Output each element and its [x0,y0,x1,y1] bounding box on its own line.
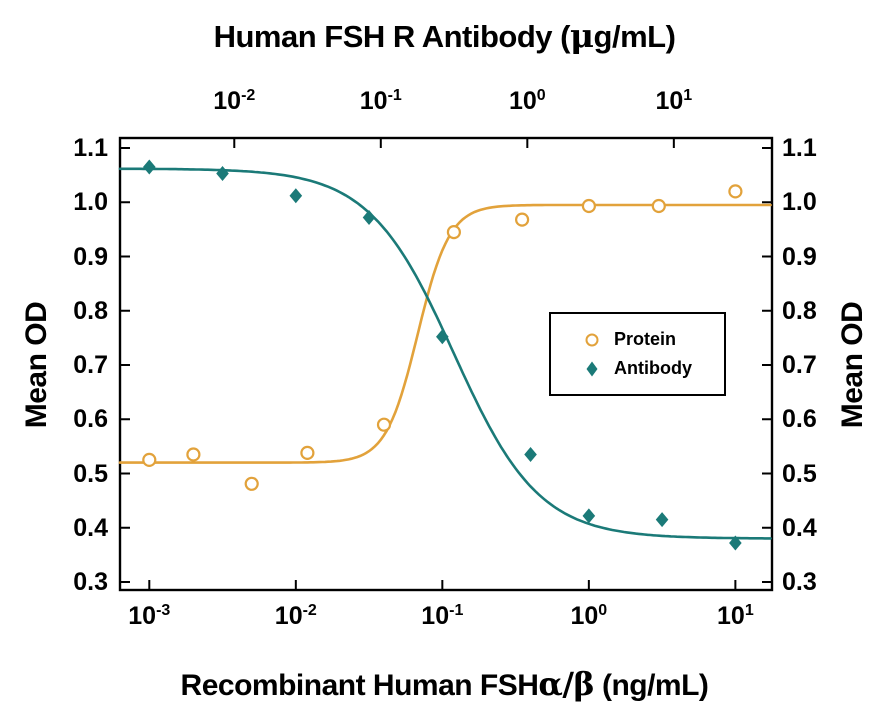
y-tick-label-left: 0.5 [73,459,108,488]
filled-diamond-icon [586,361,598,376]
y-tick-label-left: 1.1 [73,134,108,162]
antibody-data-point [289,188,303,204]
x-tick-label-top: 10-1 [359,87,402,115]
antibody-data-point [524,447,537,463]
antibody-data-point [582,508,596,524]
antibody-data-point [655,512,669,528]
y-tick-label-left: 0.7 [73,351,108,379]
x-tick-label-bottom: 101 [717,602,754,630]
open-circle-icon [585,333,599,346]
x-tick-label-bottom: 10-3 [128,602,171,630]
legend-label-antibody: Antibody [614,358,692,378]
x-tick-label-top: 100 [508,87,546,115]
protein-data-point [376,417,392,432]
protein-data-point [581,198,597,214]
y-tick-label-right: 0.7 [782,351,817,379]
legend-item-protein: Protein [551,329,724,350]
antibody-data-point [362,209,376,225]
antibody-data-point [729,535,742,551]
x-tick-label-top: 10-2 [213,87,256,115]
antibody-data-point [143,159,156,175]
y-tick-label-left: 0.4 [73,513,108,542]
y-axis-label-left: Mean OD [20,301,53,429]
x-tick-label-top: 101 [655,87,693,115]
protein-data-point [300,445,315,460]
legend-label-protein: Protein [614,329,677,349]
y-tick-label-right: 0.9 [782,242,817,271]
x-tick-label-bottom: 10-2 [274,602,317,630]
y-tick-label-right: 0.6 [782,405,817,434]
y-tick-label-right: 0.3 [782,568,817,596]
top-axis-title-unit: g/mL) [593,19,676,54]
y-tick-label-right: 0.8 [782,296,817,325]
legend-item-antibody: Antibody [551,358,724,379]
y-tick-label-left: 1.0 [73,188,108,217]
y-tick-label-right: 0.4 [782,513,817,542]
protein-data-point [142,452,157,467]
y-tick-label-right: 0.5 [782,459,817,488]
y-tick-label-right: 1.0 [782,188,817,217]
bottom-axis-title-unit: (ng/mL) [594,669,709,702]
top-axis-title-greek: μ [569,16,594,55]
protein-data-point [446,225,461,240]
y-tick-label-left: 0.8 [73,296,108,325]
antibody-data-point [216,165,229,181]
top-axis-title: Human FSH R Antibody (μg/mL) [0,16,889,55]
legend: Protein Antibody [549,312,726,396]
y-tick-label-left: 0.6 [73,405,108,434]
protein-data-point [651,198,666,214]
bottom-axis-title-greek: α/β [538,666,595,703]
x-tick-label-bottom: 100 [570,602,608,630]
protein-data-point [514,212,530,227]
protein-data-point [728,184,743,199]
bottom-axis-title: Recombinant Human FSHα/β (ng/mL) [0,666,889,703]
y-tick-label-left: 0.9 [73,242,108,271]
antibody-data-point [436,329,449,345]
y-axis-label-right: Mean OD [836,301,869,429]
y-tick-label-left: 0.3 [73,568,108,596]
protein-data-point [186,447,201,462]
top-axis-title-text: Human FSH R Antibody ( [213,19,571,54]
x-tick-label-bottom: 10-1 [421,602,464,630]
y-tick-label-right: 1.1 [782,134,817,162]
protein-data-point [244,476,259,491]
bottom-axis-title-text: Recombinant Human FSH [180,669,539,702]
